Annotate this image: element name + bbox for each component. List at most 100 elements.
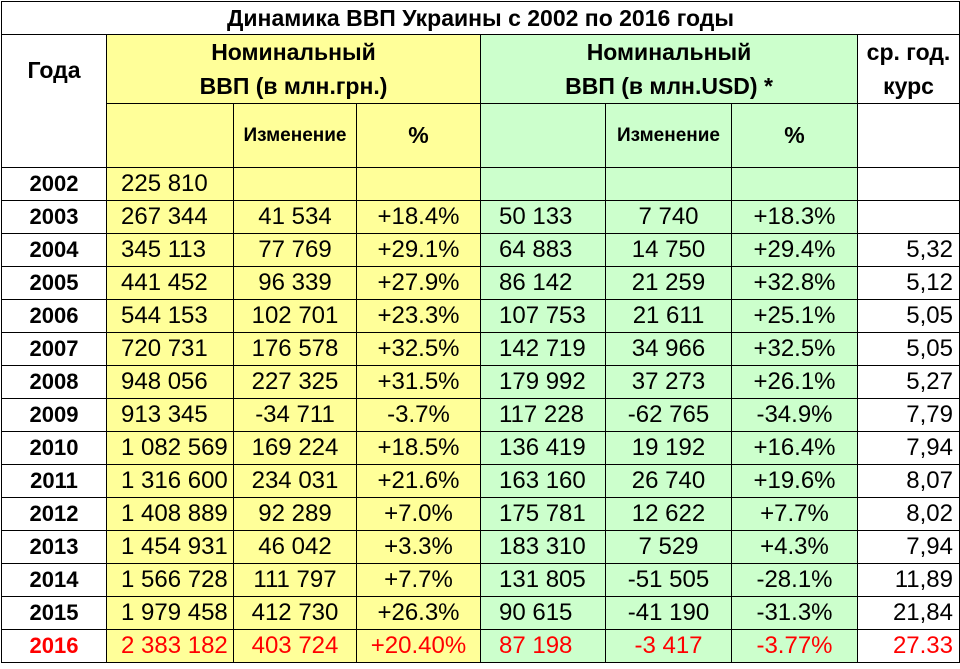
usd-percent-cell: -34.9% bbox=[731, 398, 858, 432]
table-row: 2012 1 408 889 92 289 +7.0% 175 781 12 622 +7.… bbox=[1, 497, 960, 531]
usd-gdp-cell: 107 753 bbox=[480, 299, 606, 333]
usd-gdp-cell: 64 883 bbox=[480, 233, 606, 267]
usd-change-cell: 14 750 bbox=[605, 233, 732, 267]
rate-cell: 27.33 bbox=[857, 629, 960, 663]
usd-gdp-cell: 179 992 bbox=[480, 365, 606, 399]
uah-percent-cell: +26.3% bbox=[356, 596, 481, 630]
uah-percent-cell: -3.7% bbox=[356, 398, 481, 432]
year-cell: 2010 bbox=[1, 431, 107, 465]
year-cell: 2002 bbox=[1, 167, 107, 201]
year-cell: 2007 bbox=[1, 332, 107, 366]
uah-change-cell: 92 289 bbox=[233, 497, 357, 531]
rate-cell: 7,94 bbox=[857, 431, 960, 465]
usd-gdp-header-line2: ВВП (в млн.USD) * bbox=[565, 73, 773, 99]
usd-gdp-cell: 136 419 bbox=[480, 431, 606, 465]
usd-percent-cell: -31.3% bbox=[731, 596, 858, 630]
usd-percent-cell: +25.1% bbox=[731, 299, 858, 333]
uah-change-cell: 41 534 bbox=[233, 200, 357, 234]
usd-change-cell: 26 740 bbox=[605, 464, 732, 498]
year-cell: 2015 bbox=[1, 596, 107, 630]
usd-change-cell: 7 529 bbox=[605, 530, 732, 564]
usd-gdp-cell: 117 228 bbox=[480, 398, 606, 432]
usd-percent-cell: -3.77% bbox=[731, 629, 858, 663]
uah-gdp-cell: 345 113 bbox=[106, 233, 234, 267]
table-row: 2006 544 153 102 701 +23.3% 107 753 21 611 +25… bbox=[1, 299, 960, 333]
rate-cell: 21,84 bbox=[857, 596, 960, 630]
uah-change-cell: 77 769 bbox=[233, 233, 357, 267]
rate-cell: 8,02 bbox=[857, 497, 960, 531]
usd-percent-cell: +4.3% bbox=[731, 530, 858, 564]
uah-percent-cell: +7.0% bbox=[356, 497, 481, 531]
table-row: 2009 913 345 -34 711 -3.7% 117 228 -62 765 -34… bbox=[1, 398, 960, 432]
uah-change-cell: 234 031 bbox=[233, 464, 357, 498]
uah-change-cell: 169 224 bbox=[233, 431, 357, 465]
table-row: 2010 1 082 569 169 224 +18.5% 136 419 19 192 +… bbox=[1, 431, 960, 465]
usd-gdp-cell: 50 133 bbox=[480, 200, 606, 234]
year-cell: 2006 bbox=[1, 299, 107, 333]
year-cell: 2009 bbox=[1, 398, 107, 432]
year-cell: 2014 bbox=[1, 563, 107, 597]
uah-percent-cell: +18.4% bbox=[356, 200, 481, 234]
usd-percent-cell: +26.1% bbox=[731, 365, 858, 399]
uah-percent-cell: +20.40% bbox=[356, 629, 481, 663]
usd-change-cell: 21 611 bbox=[605, 299, 732, 333]
rate-cell: 5,32 bbox=[857, 233, 960, 267]
uah-gdp-cell: 2 383 182 bbox=[106, 629, 234, 663]
usd-gdp-header-line1: Номинальный bbox=[586, 39, 752, 65]
rate-cell: 7,94 bbox=[857, 530, 960, 564]
year-cell: 2011 bbox=[1, 464, 107, 498]
table-row: 2008 948 056 227 325 +31.5% 179 992 37 273 +26… bbox=[1, 365, 960, 399]
table-row: 2011 1 316 600 234 031 +21.6% 163 160 26 740 +… bbox=[1, 464, 960, 498]
uah-percent-cell: +23.3% bbox=[356, 299, 481, 333]
usd-change-cell bbox=[605, 167, 732, 201]
rate-cell: 7,79 bbox=[857, 398, 960, 432]
uah-change-subheader: Изменение bbox=[233, 103, 357, 168]
table-row: 2004 345 113 77 769 +29.1% 64 883 14 750 +29.4… bbox=[1, 233, 960, 267]
uah-gdp-cell: 544 153 bbox=[106, 299, 234, 333]
uah-gdp-header-line2: ВВП (в млн.грн.) bbox=[199, 73, 388, 99]
uah-change-cell: 412 730 bbox=[233, 596, 357, 630]
uah-gdp-cell: 267 344 bbox=[106, 200, 234, 234]
uah-gdp-cell: 1 566 728 bbox=[106, 563, 234, 597]
rate-cell bbox=[857, 167, 960, 201]
usd-percent-cell: +16.4% bbox=[731, 431, 858, 465]
usd-gdp-cell: 163 160 bbox=[480, 464, 606, 498]
rate-header-line1: ср. год. bbox=[866, 39, 951, 65]
usd-gdp-cell: 175 781 bbox=[480, 497, 606, 531]
uah-change-cell: 176 578 bbox=[233, 332, 357, 366]
uah-change-cell: 46 042 bbox=[233, 530, 357, 564]
uah-gdp-cell: 441 452 bbox=[106, 266, 234, 300]
usd-percent-subheader: % bbox=[731, 103, 858, 168]
table-row: 2013 1 454 931 46 042 +3.3% 183 310 7 529 +4.3… bbox=[1, 530, 960, 564]
usd-percent-cell: +18.3% bbox=[731, 200, 858, 234]
usd-gdp-cell: 87 198 bbox=[480, 629, 606, 663]
year-cell: 2016 bbox=[1, 629, 107, 663]
uah-percent-cell: +27.9% bbox=[356, 266, 481, 300]
usd-gdp-cell: 86 142 bbox=[480, 266, 606, 300]
rate-subheader bbox=[857, 103, 960, 168]
year-cell: 2004 bbox=[1, 233, 107, 267]
uah-change-cell: 96 339 bbox=[233, 266, 357, 300]
uah-change-cell: -34 711 bbox=[233, 398, 357, 432]
uah-gdp-cell: 720 731 bbox=[106, 332, 234, 366]
rate-cell bbox=[857, 200, 960, 234]
uah-gdp-cell: 913 345 bbox=[106, 398, 234, 432]
uah-percent-cell bbox=[356, 167, 481, 201]
usd-change-cell: 37 273 bbox=[605, 365, 732, 399]
year-cell: 2003 bbox=[1, 200, 107, 234]
rate-cell: 5,27 bbox=[857, 365, 960, 399]
usd-gdp-header: Номинальный ВВП (в млн.USD) * bbox=[480, 34, 858, 104]
uah-change-cell: 227 325 bbox=[233, 365, 357, 399]
usd-change-cell: 19 192 bbox=[605, 431, 732, 465]
uah-gdp-cell: 1 979 458 bbox=[106, 596, 234, 630]
uah-percent-cell: +3.3% bbox=[356, 530, 481, 564]
usd-change-cell: -62 765 bbox=[605, 398, 732, 432]
usd-percent-cell: +7.7% bbox=[731, 497, 858, 531]
uah-gdp-cell: 1 408 889 bbox=[106, 497, 234, 531]
year-cell: 2005 bbox=[1, 266, 107, 300]
usd-percent-cell: +29.4% bbox=[731, 233, 858, 267]
year-cell: 2013 bbox=[1, 530, 107, 564]
uah-gdp-cell: 1 316 600 bbox=[106, 464, 234, 498]
usd-gdp-cell: 90 615 bbox=[480, 596, 606, 630]
